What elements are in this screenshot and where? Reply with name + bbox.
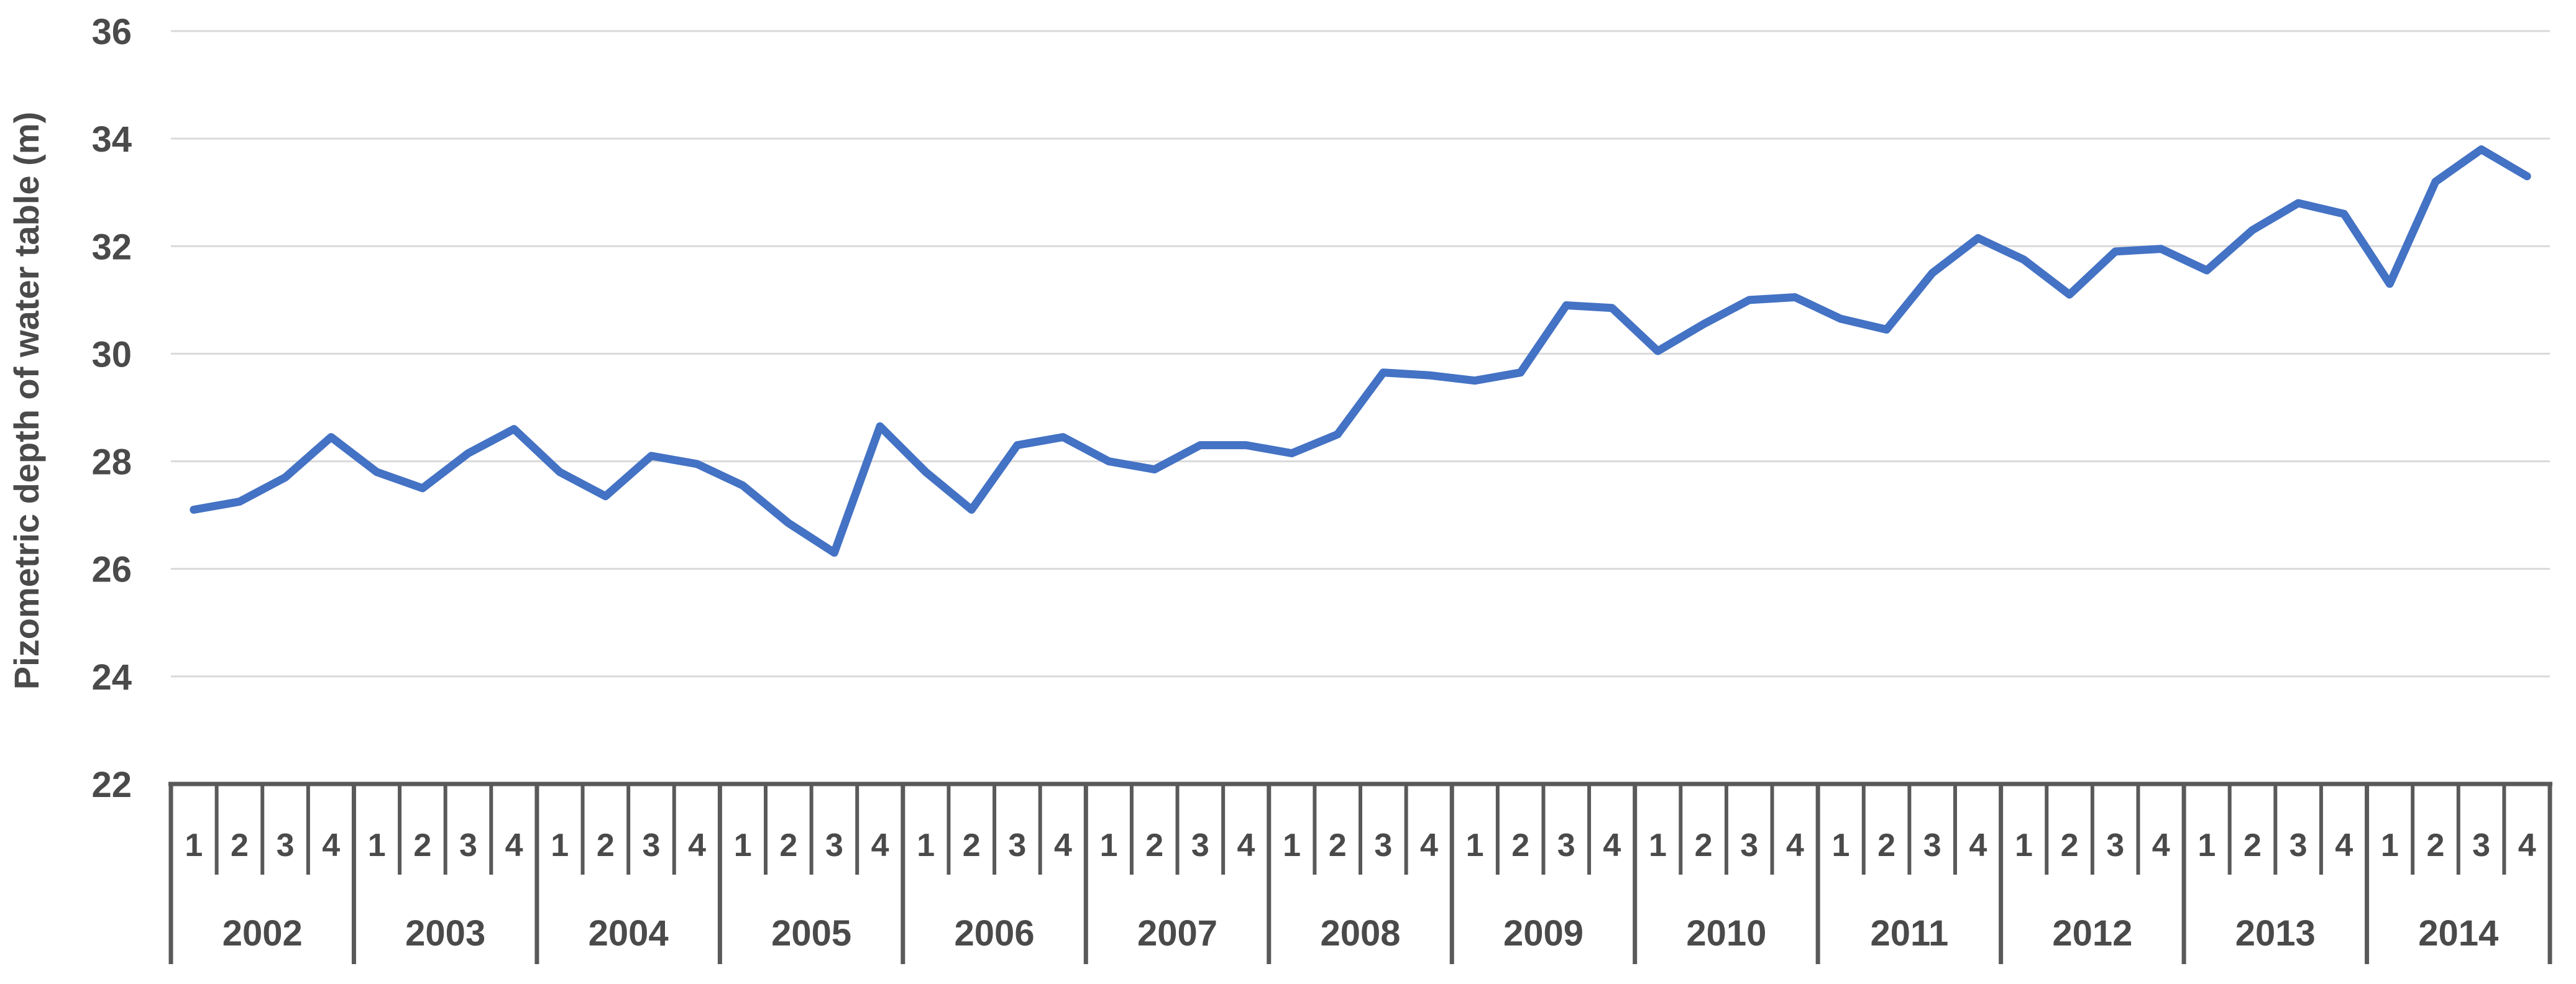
data-series-line <box>190 145 2531 557</box>
x-quarter-label: 4 <box>322 827 340 863</box>
x-quarter-label: 4 <box>1786 827 1804 863</box>
x-quarter-label: 4 <box>1054 827 1072 863</box>
x-quarter-label: 2 <box>2244 827 2262 863</box>
x-year-label: 2003 <box>405 913 485 954</box>
x-quarter-label: 3 <box>1740 827 1758 863</box>
x-quarter-label: 4 <box>688 827 706 863</box>
x-quarter-label: 4 <box>1969 827 1987 863</box>
y-tick-label: 32 <box>91 227 132 267</box>
y-tick-label: 24 <box>91 657 132 698</box>
x-quarter-label: 3 <box>2472 827 2490 863</box>
x-quarter-label: 2 <box>1511 827 1529 863</box>
x-quarter-label: 3 <box>825 827 843 863</box>
x-quarter-label: 3 <box>277 827 295 863</box>
y-tick-label: 22 <box>91 765 132 805</box>
x-quarter-label: 2 <box>779 827 797 863</box>
x-year-label: 2009 <box>1503 913 1584 954</box>
x-year-label: 2012 <box>2052 913 2132 954</box>
x-quarter-label: 2 <box>963 827 981 863</box>
x-year-label: 2002 <box>222 913 303 954</box>
x-quarter-label: 4 <box>2152 827 2170 863</box>
x-quarter-label: 1 <box>2198 827 2216 863</box>
x-quarter-label: 2 <box>231 827 249 863</box>
y-axis-title: Pizometric depth of water table (m) <box>7 112 46 690</box>
x-year-label: 2011 <box>1870 913 1948 954</box>
category-axis-table <box>168 781 2552 964</box>
x-quarter-label: 3 <box>643 827 661 863</box>
y-tick-label: 36 <box>91 12 132 52</box>
x-axis-year-labels: 2002 2003 2004 2005 2006 2007 2008 2009 2010 2011… <box>222 913 2499 954</box>
x-quarter-label: 3 <box>459 827 477 863</box>
x-quarter-label: 2 <box>597 827 615 863</box>
x-quarter-label: 3 <box>1923 827 1941 863</box>
x-quarter-label: 4 <box>2518 827 2536 863</box>
x-quarter-label: 1 <box>368 827 386 863</box>
x-quarter-label: 2 <box>413 827 431 863</box>
x-quarter-label: 2 <box>1329 827 1347 863</box>
x-year-label: 2006 <box>955 913 1035 954</box>
x-quarter-label: 2 <box>1695 827 1713 863</box>
x-quarter-label: 1 <box>734 827 752 863</box>
x-quarter-label: 1 <box>2381 827 2399 863</box>
x-quarter-label: 1 <box>1466 827 1484 863</box>
x-year-label: 2008 <box>1320 913 1400 954</box>
x-quarter-label: 1 <box>185 827 203 863</box>
x-quarter-label: 2 <box>1877 827 1895 863</box>
x-quarter-label: 1 <box>1649 827 1667 863</box>
x-quarter-label: 3 <box>1374 827 1392 863</box>
x-year-label: 2014 <box>2418 913 2498 954</box>
x-quarter-label: 1 <box>2015 827 2033 863</box>
x-quarter-label: 1 <box>1283 827 1301 863</box>
x-quarter-label: 1 <box>917 827 935 863</box>
data-series-line-group <box>190 145 2531 557</box>
x-quarter-label: 2 <box>1145 827 1163 863</box>
x-quarter-label: 1 <box>551 827 569 863</box>
x-quarter-label: 3 <box>1008 827 1026 863</box>
x-quarter-label: 1 <box>1100 827 1118 863</box>
x-quarter-label: 2 <box>2427 827 2445 863</box>
y-tick-label: 30 <box>91 334 132 375</box>
x-quarter-label: 3 <box>1557 827 1575 863</box>
x-quarter-label: 4 <box>2335 827 2353 863</box>
x-year-label: 2013 <box>2235 913 2316 954</box>
x-quarter-label: 2 <box>2061 827 2079 863</box>
x-quarter-label: 1 <box>1832 827 1850 863</box>
x-quarter-label: 4 <box>505 827 523 863</box>
y-tick-label: 26 <box>91 550 132 590</box>
y-tick-label: 34 <box>91 119 132 160</box>
y-tick-label: 28 <box>91 442 132 483</box>
x-quarter-label: 4 <box>1420 827 1438 863</box>
x-year-label: 2010 <box>1686 913 1766 954</box>
x-year-label: 2004 <box>589 913 669 954</box>
y-axis-tick-labels: 22 24 26 28 30 32 34 36 <box>91 12 132 805</box>
x-quarter-label: 3 <box>2290 827 2308 863</box>
x-quarter-label: 3 <box>2106 827 2124 863</box>
x-year-label: 2005 <box>771 913 851 954</box>
x-quarter-label: 4 <box>871 827 889 863</box>
x-quarter-label: 4 <box>1237 827 1255 863</box>
gridlines <box>171 30 2550 678</box>
x-quarter-label: 3 <box>1191 827 1209 863</box>
x-quarter-label: 4 <box>1603 827 1621 863</box>
x-year-label: 2007 <box>1137 913 1217 954</box>
